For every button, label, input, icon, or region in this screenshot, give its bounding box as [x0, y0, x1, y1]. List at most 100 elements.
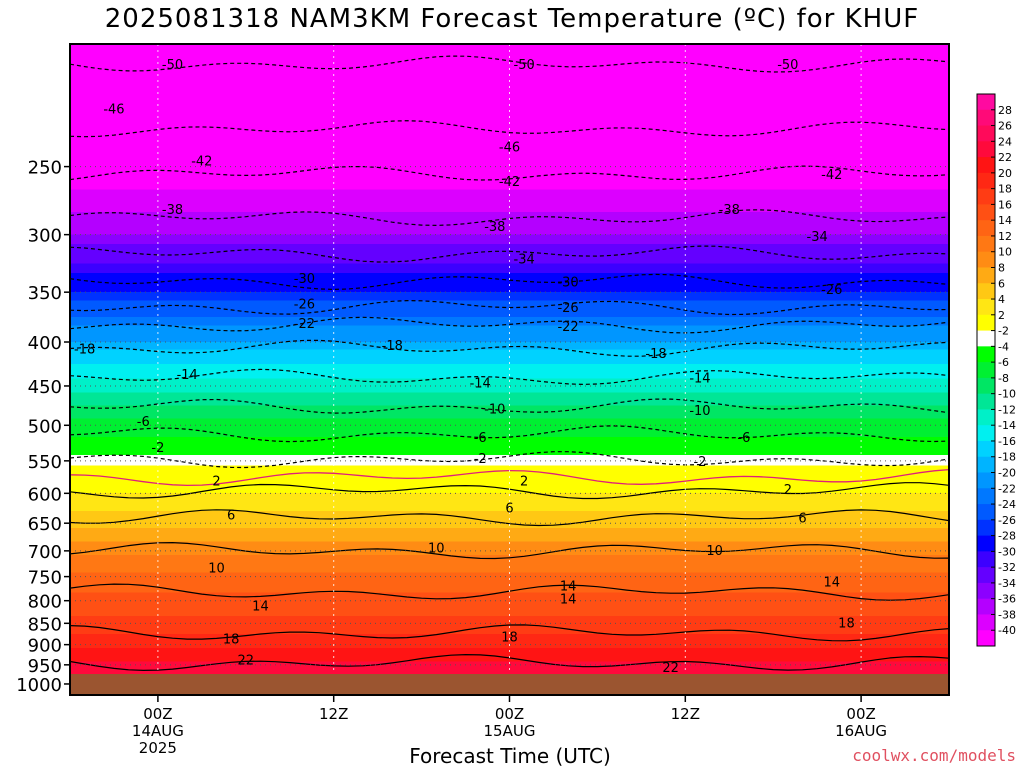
- colorbar-tick-label: -22: [998, 482, 1016, 495]
- y-tick-label: 400: [28, 333, 62, 354]
- contour-label: -50: [777, 58, 798, 73]
- isotherm-line: [70, 165, 949, 181]
- colorbar-swatch: [977, 551, 995, 568]
- ground-surface: [70, 674, 949, 695]
- isotherm-line: [70, 368, 949, 386]
- contour-label: -30: [557, 275, 578, 290]
- colorbar-swatch: [977, 409, 995, 426]
- isotherm-line: [70, 245, 949, 263]
- y-tick-label: 300: [28, 226, 62, 247]
- contour-label: 18: [501, 630, 518, 645]
- colorbar-swatch: [977, 299, 995, 316]
- contour-label: -34: [514, 253, 535, 268]
- y-tick-label: 750: [28, 568, 62, 589]
- contour-label: 6: [227, 508, 235, 523]
- contour-label: -14: [470, 377, 491, 392]
- y-tick-label: 950: [28, 656, 62, 677]
- colorbar-swatch: [977, 504, 995, 521]
- colorbar-swatch: [977, 630, 995, 647]
- x-tick-label: 2025: [139, 739, 177, 757]
- contour-label: -18: [382, 339, 403, 354]
- colorbar-tick-label: -8: [998, 372, 1009, 385]
- x-tick-label: 15AUG: [484, 722, 536, 740]
- y-axis: 2503003504004505005506006507007508008509…: [16, 158, 70, 696]
- isotherm-line: [70, 624, 949, 642]
- contour-label: -2: [693, 455, 706, 470]
- contour-label: 2: [784, 483, 792, 498]
- colorbar-swatch: [977, 598, 995, 615]
- isotherm-line: [70, 299, 949, 316]
- contour-label: -22: [557, 320, 578, 335]
- colorbar-tick-label: -20: [998, 467, 1016, 480]
- y-tick-label: 650: [28, 514, 62, 535]
- isotherm-line: [70, 55, 949, 73]
- contour-label: 6: [798, 511, 806, 526]
- y-tick-label: 850: [28, 614, 62, 635]
- colorbar-swatch: [977, 94, 995, 111]
- colorbar-tick-label: -24: [998, 498, 1016, 511]
- colorbar-swatch: [977, 188, 995, 205]
- colorbar-swatch: [977, 488, 995, 505]
- colorbar-swatch: [977, 535, 995, 552]
- colorbar-tick-label: 10: [998, 246, 1012, 259]
- y-tick-label: 800: [28, 592, 62, 613]
- y-tick-label: 1000: [16, 675, 62, 696]
- isotherm-line: [70, 209, 949, 227]
- x-tick-label: 14AUG: [132, 722, 184, 740]
- colorbar-tick-label: 6: [998, 277, 1005, 290]
- colorbar-swatch: [977, 141, 995, 158]
- colorbar-tick-label: 24: [998, 135, 1012, 148]
- contour-label: 18: [223, 632, 240, 647]
- contour-label: 22: [662, 661, 679, 676]
- colorbar-swatch: [977, 251, 995, 268]
- x-tick-label: 00Z: [143, 705, 172, 723]
- colorbar-tick-label: -26: [998, 514, 1016, 527]
- contour-label: -14: [689, 372, 710, 387]
- plot-frame: [69, 43, 950, 696]
- contour-label: -22: [294, 317, 315, 332]
- isotherm-line: [70, 451, 949, 469]
- contour-label: 10: [208, 562, 225, 577]
- contour-label: 10: [428, 542, 445, 557]
- contour-label: 14: [560, 592, 577, 607]
- y-tick-label: 550: [28, 452, 62, 473]
- y-tick-label: 250: [28, 158, 62, 179]
- y-tick-label: 450: [28, 377, 62, 398]
- colorbar-tick-label: -2: [998, 325, 1009, 338]
- colorbar-tick-label: 14: [998, 214, 1012, 227]
- contour-label: -38: [162, 203, 183, 218]
- x-tick-label: 16AUG: [835, 722, 887, 740]
- contour-label: 14: [560, 579, 577, 594]
- contour-label: -6: [137, 415, 150, 430]
- colorbar-swatch: [977, 346, 995, 363]
- colorbar-swatch: [977, 614, 995, 631]
- contour-label: 6: [505, 501, 513, 516]
- contour-label: -10: [689, 404, 710, 419]
- contour-label: 10: [706, 544, 723, 559]
- colorbar-swatch: [977, 125, 995, 142]
- isotherm-line: [70, 541, 949, 560]
- isotherm-line: [70, 653, 949, 672]
- colorbar-swatch: [977, 330, 995, 347]
- contour-label: -26: [557, 301, 578, 316]
- contour-label: -10: [484, 402, 505, 417]
- colorbar-tick-label: -40: [998, 624, 1016, 637]
- colorbar-tick-label: -10: [998, 388, 1016, 401]
- colorbar-swatch: [977, 362, 995, 379]
- contour-label: -26: [821, 283, 842, 298]
- colorbar-swatch: [977, 235, 995, 253]
- grid-lines: [70, 44, 949, 695]
- colorbar-swatch: [977, 314, 995, 332]
- contour-label: -30: [294, 272, 315, 287]
- isotherm-line: [70, 583, 949, 601]
- contour-label: 14: [252, 599, 269, 614]
- colorbar-tick-label: -12: [998, 403, 1016, 416]
- isotherm-line: [70, 120, 949, 138]
- colorbar-tick-label: -14: [998, 419, 1016, 432]
- isotherm-line: [70, 339, 949, 357]
- contour-label: -34: [807, 230, 828, 245]
- colorbar-tick-label: -4: [998, 340, 1009, 353]
- contour-label: -46: [499, 141, 520, 156]
